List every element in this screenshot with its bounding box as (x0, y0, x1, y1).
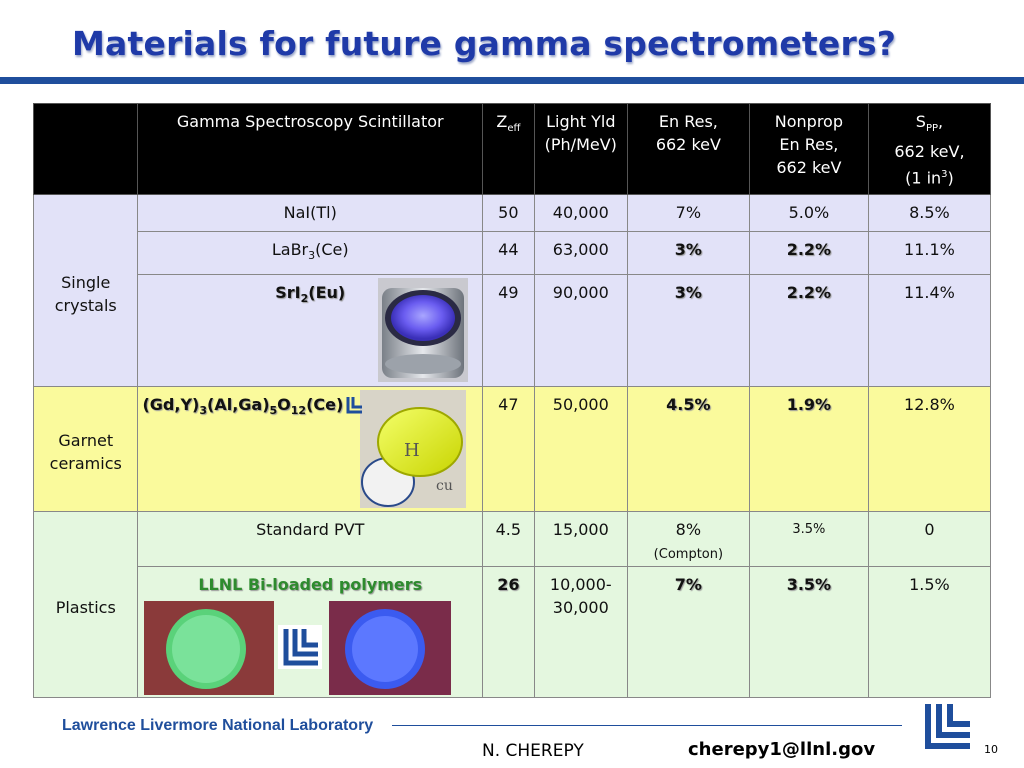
nai-zeff: 50 (482, 194, 535, 232)
title-rule (0, 77, 1024, 84)
labr-zeff: 44 (482, 231, 535, 275)
gyagg-light: 50,000 (533, 386, 628, 512)
nai-spp: 8.5% (867, 194, 992, 232)
labr-nonprop: 2.2% (748, 231, 869, 275)
gyagg-zeff: 47 (482, 386, 535, 512)
material-sri: SrI2(Eu) (137, 274, 483, 387)
sri-zeff: 49 (482, 274, 535, 387)
sri-spp: 11.4% (867, 274, 992, 387)
table-header-row: Gamma Spectroscopy Scintillator Zeff Lig… (32, 103, 992, 195)
svg-text:cu: cu (436, 478, 453, 494)
pvt-nonprop: 3.5% (748, 511, 869, 567)
table-row: SrI2(Eu) (34, 274, 992, 387)
llnl-light: 10,000- 30,000 (533, 566, 628, 698)
llnl-enres: 7% (626, 566, 750, 698)
slide-title: Materials for future gamma spectrometers… (72, 24, 897, 63)
table-row: LaBr3(Ce) 44 63,000 3% 2.2% 11.1% (34, 231, 992, 275)
llnl-logo-icon (346, 397, 363, 414)
gyagg-spp: 12.8% (867, 386, 992, 512)
pvt-spp: 0 (867, 511, 992, 567)
lab-name: Lawrence Livermore National Laboratory (62, 717, 374, 734)
nai-enres: 7% (626, 194, 750, 232)
sri-enres: 3% (626, 274, 750, 387)
group-garnet-ceramics: Garnet ceramics (32, 386, 139, 512)
sri-light: 90,000 (533, 274, 628, 387)
polymer-photo-blue (329, 601, 452, 695)
header-spp: SPP, 662 keV, (1 in3) (867, 103, 992, 195)
header-scintillator: Gamma Spectroscopy Scintillator (137, 103, 483, 195)
nai-light: 40,000 (533, 194, 628, 232)
llnl-logo-icon (278, 625, 323, 669)
author-name: N. CHEREPY (482, 741, 584, 761)
table-row: Single crystals NaI(Tl) 50 40,000 7% 5.0%… (32, 194, 992, 387)
nai-nonprop: 5.0% (748, 194, 869, 232)
material-pvt: Standard PVT (137, 511, 483, 567)
table-row: Plastics Standard PVT 4.5 15,000 8% (Comp… (32, 511, 992, 698)
llnl-spp: 1.5% (867, 566, 992, 698)
author-email: cherepy1@llnl.gov (688, 739, 876, 760)
header-light-yield: Light Yld (Ph/MeV) (533, 103, 628, 195)
footer-rule (392, 725, 902, 726)
llnl-zeff: 26 (482, 566, 535, 698)
llnl-logo-icon (925, 704, 970, 749)
labr-spp: 11.1% (867, 231, 992, 275)
header-blank (32, 103, 139, 195)
garnet-ceramic-photo: H cu (360, 390, 467, 508)
polymer-photo-green (144, 601, 275, 695)
labr-enres: 3% (626, 231, 750, 275)
llnl-nonprop: 3.5% (748, 566, 869, 698)
sri-nonprop: 2.2% (748, 274, 869, 387)
header-nonprop: Nonprop En Res, 662 keV (748, 103, 869, 195)
page-number: 10 (984, 743, 998, 756)
material-nai: NaI(Tl) (137, 194, 483, 232)
table-row: LLNL Bi-loaded polymers 26 10,000- 30,000… (34, 566, 992, 698)
group-plastics: Plastics (32, 511, 139, 698)
sri-crystal-photo (378, 278, 469, 382)
gyagg-nonprop: 1.9% (748, 386, 869, 512)
material-labr: LaBr3(Ce) (137, 231, 483, 275)
header-zeff: Zeff (482, 103, 535, 195)
header-energy-resolution: En Res, 662 keV (626, 103, 750, 195)
material-gyagg: (Gd,Y)3(Al,Ga)5O12(Ce) H cu (137, 386, 483, 512)
pvt-enres: 8% (Compton) (626, 511, 750, 567)
scintillator-table: Gamma Spectroscopy Scintillator Zeff Lig… (32, 103, 992, 698)
table-row: Garnet ceramics (Gd,Y)3(Al,Ga)5O12(Ce) H … (32, 386, 992, 512)
pvt-light: 15,000 (533, 511, 628, 567)
gyagg-enres: 4.5% (626, 386, 750, 512)
material-llnl-polymers: LLNL Bi-loaded polymers (137, 566, 483, 698)
group-single-crystals: Single crystals (32, 194, 139, 387)
pvt-zeff: 4.5 (482, 511, 535, 567)
svg-text:H: H (404, 440, 420, 461)
labr-light: 63,000 (533, 231, 628, 275)
